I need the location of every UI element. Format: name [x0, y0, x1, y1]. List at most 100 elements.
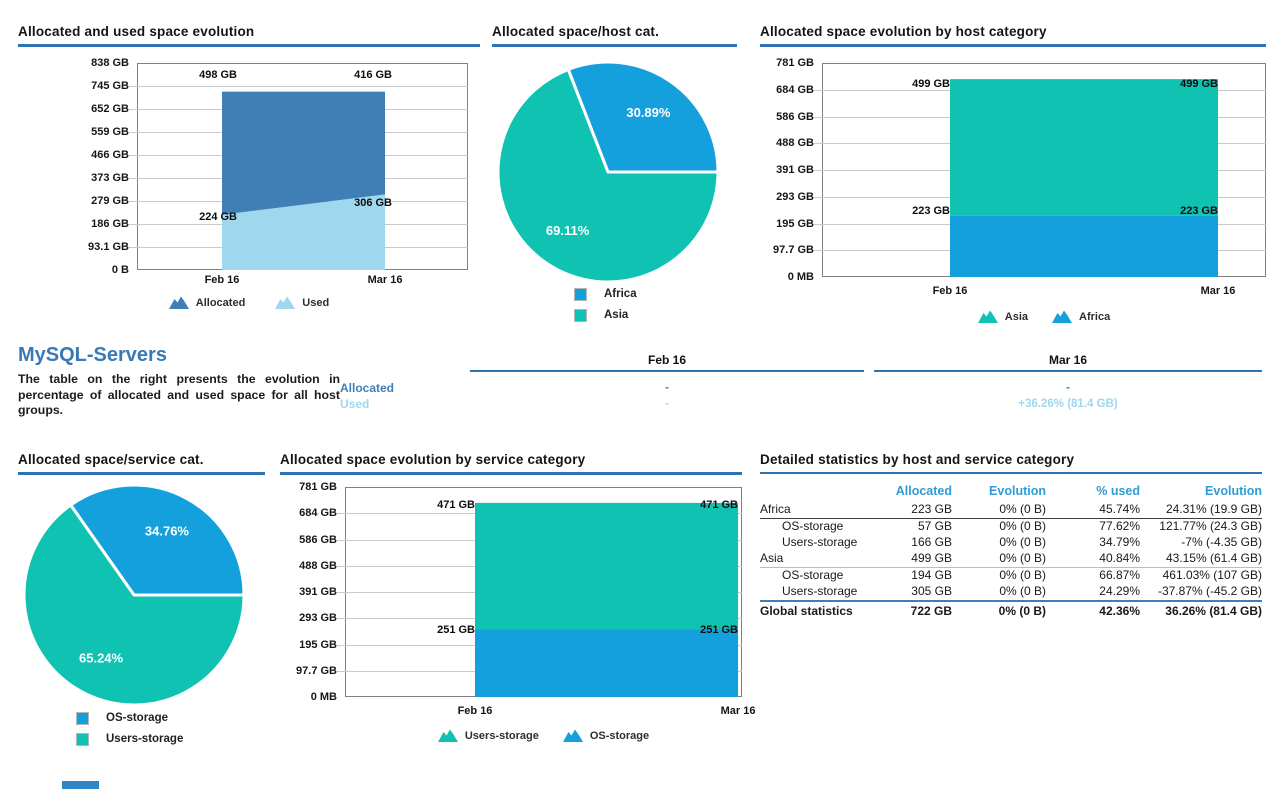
- pie-legend: OS-storage Users-storage: [76, 711, 183, 754]
- table-row-users-storage: Users-storage 305 GB 0% (0 B) 24.29% -37.87%…: [760, 584, 1262, 601]
- chart-legend: Asia Africa: [822, 310, 1266, 323]
- legend-item-allocated: Allocated: [168, 296, 246, 309]
- legend-item-users-storage: Users-storage: [437, 729, 539, 742]
- table-title: Detailed statistics by host and service …: [760, 452, 1262, 474]
- table-cell: OS-storage: [782, 568, 844, 582]
- table-cell: 0% (0 B): [999, 568, 1046, 582]
- legend-label: Allocated: [195, 296, 246, 309]
- table-cell: 166 GB: [911, 535, 952, 549]
- area-series-icon: [437, 729, 458, 742]
- y-axis-tick: 391 GB: [776, 164, 814, 176]
- y-axis-tick: 97.7 GB: [296, 664, 337, 677]
- panel-detailed-statistics: Detailed statistics by host and service …: [760, 452, 1262, 652]
- data-point-label: 471 GB: [437, 498, 476, 511]
- table-cell: 223 GB: [882, 502, 952, 519]
- chart-title: Allocated space evolution by host catego…: [760, 24, 1266, 47]
- legend-label: OS-storage: [106, 712, 168, 724]
- x-axis-label: Feb 16: [932, 285, 968, 297]
- table-row-africa: Africa 223 GB 0% (0 B) 45.74% 24.31% (19.9 G…: [760, 502, 1262, 519]
- table-cell: Africa: [760, 502, 882, 519]
- table-cell: 722 GB: [882, 600, 952, 620]
- y-axis-tick: 0 MB: [787, 271, 814, 283]
- y-axis-tick: 195 GB: [299, 638, 337, 651]
- area-series-icon: [275, 296, 296, 309]
- y-axis-tick: 293 GB: [776, 190, 814, 203]
- table-cell: 121.77% (24.3 GB): [1159, 519, 1262, 533]
- table-cell: 36.26% (81.4 GB): [1140, 600, 1262, 620]
- table-cell: 34.79%: [1099, 535, 1140, 549]
- column-header-empty: [760, 482, 882, 502]
- y-axis-tick: 195 GB: [776, 217, 814, 230]
- panel-allocated-space-service: Allocated space/service cat. OS-storage …: [18, 452, 265, 764]
- legend-item-asia: Asia: [574, 308, 637, 322]
- legend-item-os-storage: OS-storage: [76, 711, 183, 725]
- legend-item-asia: Asia: [977, 310, 1029, 323]
- data-point-label: 251 GB: [700, 623, 739, 636]
- y-axis-tick: 0 MB: [310, 691, 337, 703]
- data-point-label: 224 GB: [199, 210, 237, 223]
- y-axis-tick: 293 GB: [299, 612, 337, 625]
- y-axis-tick: 652 GB: [91, 103, 129, 115]
- panel-allocated-space-host: Allocated space/host cat. Africa Asia 30…: [492, 24, 737, 336]
- y-axis-tick: 838 GB: [91, 57, 129, 69]
- clipped-section-accent-bar: [62, 781, 99, 789]
- legend-label: Used: [302, 296, 330, 309]
- y-axis-tick: 781 GB: [299, 481, 337, 493]
- y-axis-tick: 781 GB: [776, 57, 814, 69]
- table-cell: 461.03% (107 GB): [1162, 568, 1262, 582]
- area-series-Asia: [950, 79, 1219, 216]
- legend-item-africa: Africa: [574, 287, 637, 301]
- x-axis-label: Feb 16: [204, 274, 240, 286]
- y-axis-tick: 586 GB: [299, 533, 337, 546]
- pie-slice-label: 65.24%: [79, 650, 124, 665]
- table-cell: 0% (0 B): [999, 535, 1046, 549]
- pie-slice-OS-storage: [69, 483, 246, 597]
- data-point-label: 499 GB: [912, 78, 950, 91]
- legend-item-os-storage: OS-storage: [562, 729, 649, 742]
- area-series-Users-storage: [475, 502, 739, 630]
- summary-value: -: [1066, 382, 1070, 394]
- data-point-label: 499 GB: [1180, 78, 1218, 91]
- legend-label: Asia: [604, 309, 629, 321]
- table-cell: 66.87%: [1099, 568, 1140, 582]
- table-cell: Asia: [760, 551, 882, 568]
- y-axis-tick: 586 GB: [776, 110, 814, 123]
- y-axis-tick: 488 GB: [776, 137, 814, 150]
- legend-label: Africa: [1079, 310, 1111, 323]
- table-row-users-storage: Users-storage 166 GB 0% (0 B) 34.79% -7% (-4…: [760, 535, 1262, 551]
- legend-item-used: Used: [275, 296, 329, 309]
- table-cell: Users-storage: [782, 584, 858, 598]
- pie-slice-label: 30.89%: [626, 105, 671, 120]
- legend-swatch: [574, 308, 587, 322]
- legend-label: Users-storage: [464, 729, 539, 742]
- column-header-allocated: Allocated: [895, 484, 952, 498]
- area-series-icon: [168, 296, 189, 309]
- report-heading: MySQL-Servers: [18, 344, 167, 366]
- summary-section: MySQL-Servers The table on the right pre…: [0, 344, 1275, 434]
- x-axis-label: Mar 16: [367, 274, 403, 286]
- y-axis-tick: 391 GB: [299, 586, 337, 598]
- chart-title: Allocated space evolution by service cat…: [280, 452, 742, 475]
- table-row-os-storage: OS-storage 57 GB 0% (0 B) 77.62% 121.77% (24…: [760, 519, 1262, 536]
- x-axis-label: Mar 16: [1200, 285, 1236, 297]
- table-cell: 0% (0 B): [999, 584, 1046, 598]
- x-axis-label: Mar 16: [720, 705, 756, 717]
- pie-chart: 34.76% 65.24%: [22, 483, 246, 707]
- legend-item-users-storage: Users-storage: [76, 732, 183, 746]
- table-cell: 57 GB: [917, 519, 952, 533]
- table-cell: 24.31% (19.9 GB): [1140, 502, 1262, 519]
- chart-legend: Allocated Used: [18, 296, 480, 309]
- column-header-used: % used: [1096, 484, 1140, 498]
- data-point-label: 306 GB: [354, 197, 393, 210]
- table-cell: 42.36%: [1062, 600, 1140, 620]
- table-cell: 0% (0 B): [952, 600, 1062, 620]
- legend-swatch: [76, 711, 89, 725]
- table-cell: 194 GB: [911, 568, 952, 582]
- legend-label: Asia: [1004, 310, 1029, 323]
- table-cell: 45.74%: [1062, 502, 1140, 519]
- y-axis-tick: 745 GB: [91, 80, 129, 92]
- area-series-icon: [977, 310, 998, 323]
- area-series-OS-storage: [475, 629, 739, 697]
- summary-value: -: [665, 398, 669, 410]
- table-row-global-statistics: Global statistics 722 GB 0% (0 B) 42.36% 36.…: [760, 600, 1262, 620]
